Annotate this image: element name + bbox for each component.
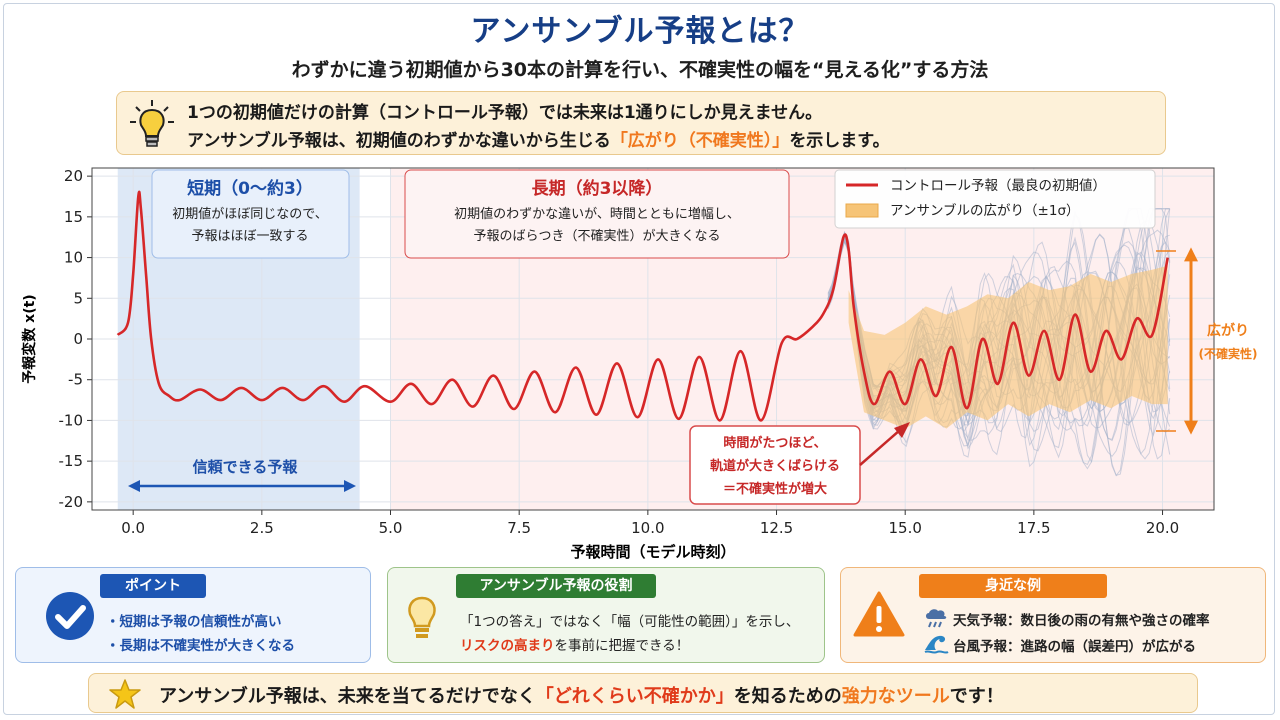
role-card: アンサンブル予報の役割 「1つの答え」ではなく「幅（可能性の範囲）」を示し、 リ… xyxy=(387,567,825,663)
intro-highlight: 「広がり（不確実性）」 xyxy=(610,131,790,151)
legend-spread-label: アンサンブルの広がり（±1σ） xyxy=(890,202,1080,219)
short-term-desc-2: 予報はほぼ一致する xyxy=(191,229,308,244)
examples-tag: 身近な例 xyxy=(919,574,1107,598)
legend-control-label: コントロール予報（最良の初期値） xyxy=(890,177,1106,194)
point-item-1: ・短期は予報の信頼性が高い xyxy=(106,614,282,630)
legend-spread-swatch xyxy=(845,203,879,218)
short-term-title: 短期（0〜約3） xyxy=(187,178,313,199)
intro-line-2-post: を示します。 xyxy=(789,131,890,151)
long-term-title: 長期（約3以降） xyxy=(532,178,663,199)
y-tick-label: -20 xyxy=(59,493,84,511)
point-tag: ポイント xyxy=(100,574,206,598)
reliable-arrow-right-head xyxy=(344,480,356,492)
long-term-desc-1: 初期値のわずかな違いが、時間とともに増幅し、 xyxy=(454,206,740,222)
y-tick-label: 0 xyxy=(73,330,83,348)
conclusion-text: アンサンブル予報は、未来を当てるだけでなく「どれくらい不確かか」を知るための強力… xyxy=(159,682,1004,708)
y-tick-label: 5 xyxy=(73,289,83,307)
x-tick-label: 2.5 xyxy=(250,519,274,537)
page-frame xyxy=(3,3,1275,715)
rain-cloud-icon xyxy=(926,609,947,628)
short-term-desc-1: 初期値がほぼ同じなので、 xyxy=(172,206,327,222)
y-axis-label: 予報変数 x(t) xyxy=(21,294,38,383)
x-tick-label: 7.5 xyxy=(507,519,531,537)
role-tag: アンサンブル予報の役割 xyxy=(456,574,656,598)
spread-label-1: 広がり xyxy=(1207,322,1249,339)
spread-arrow-bottom-head xyxy=(1184,420,1198,435)
callout-line-1: 時間がたつほど、 xyxy=(723,435,826,451)
conclusion-post: です！ xyxy=(949,686,1004,707)
page-title: アンサンブル予報とは？ xyxy=(470,14,810,49)
conclusion-pre: アンサンブル予報は、未来を当てるだけでなく xyxy=(159,686,536,707)
examples-card: 身近な例 天気予報：数日後の雨の有無や強さの確率 台風予報：進路の幅（誤差円）が… xyxy=(840,567,1266,663)
plot-frame xyxy=(91,167,1215,511)
legend-box xyxy=(834,169,1156,229)
warning-icon xyxy=(853,591,905,637)
lightbulb-icon xyxy=(130,100,174,147)
point-card: ポイント ・短期は予報の信頼性が高い ・長期は不確実性が大きくなる xyxy=(15,567,371,663)
intro-line-2: アンサンブル予報は、初期値のわずかな違いから生じる「広がり（不確実性）」を示しま… xyxy=(187,126,890,151)
role-line-2: リスクの高まりを事前に把握できる！ xyxy=(460,634,689,654)
spread-label-2: (不確実性) xyxy=(1199,346,1258,361)
page-subtitle: わずかに違う初期値から30本の計算を行い、不確実性の幅を“見える化”する方法 xyxy=(291,59,989,81)
wave-icon xyxy=(924,635,949,654)
example-item-1: 天気予報：数日後の雨の有無や強さの確率 xyxy=(953,613,1210,629)
spread-band xyxy=(848,265,1168,429)
conclusion-highlight-2: 強力なツール xyxy=(841,686,950,707)
x-tick-label: 20.0 xyxy=(1146,519,1179,537)
callout-line-3: ＝不確実性が増大 xyxy=(723,481,827,497)
role-highlight: リスクの高まり xyxy=(460,638,555,654)
y-tick-label: -5 xyxy=(68,371,83,389)
x-tick-label: 5.0 xyxy=(379,519,403,537)
reliable-arrow-left-head xyxy=(128,480,140,492)
role-line-1: 「1つの答え」ではなく「幅（可能性の範囲）」を示し、 xyxy=(460,614,800,630)
callout-arrow-head xyxy=(894,422,910,438)
y-tick-label: 20 xyxy=(64,167,83,185)
conclusion-highlight-1: 「どれくらい不確かか」 xyxy=(535,686,734,707)
y-tick-label: 15 xyxy=(64,208,83,226)
intro-line-1: 1つの初期値だけの計算（コントロール予報）では未来は1通りにしか見えません。 xyxy=(187,103,823,123)
y-tick-label: 10 xyxy=(64,249,83,267)
control-forecast-line xyxy=(116,190,1169,422)
intro-line-2-pre: アンサンブル予報は、初期値のわずかな違いから生じる xyxy=(187,131,611,151)
x-tick-label: 12.5 xyxy=(760,519,793,537)
callout-line-2: 軌道が大きくばらける xyxy=(710,458,840,474)
reliable-label: 信頼できる予報 xyxy=(193,458,299,476)
point-item-2: ・長期は不確実性が大きくなる xyxy=(106,638,295,654)
callout-arrow xyxy=(859,429,901,466)
ensemble-chart: 20 15 10 5 0 -5 -10 -15 -20 0.0 2.5 5.0 7.5 10.0 12.5 1… xyxy=(21,167,1258,561)
y-tick-label: -15 xyxy=(59,452,84,470)
x-tick-label: 15.0 xyxy=(888,519,921,537)
conclusion-mid: を知るための xyxy=(733,686,842,707)
long-term-annotation-box xyxy=(404,169,790,259)
x-tick-label: 17.5 xyxy=(1017,519,1050,537)
conclusion-box: アンサンブル予報は、未来を当てるだけでなく「どれくらい不確かか」を知るための強力… xyxy=(88,673,1198,713)
intro-box: 1つの初期値だけの計算（コントロール予報）では未来は1通りにしか見えません。 ア… xyxy=(116,91,1166,155)
x-tick-label: 10.0 xyxy=(631,519,664,537)
x-tick-label: 0.0 xyxy=(121,519,145,537)
check-circle-icon xyxy=(46,592,94,640)
long-term-desc-2: 予報のばらつき（不確実性）が大きくなる xyxy=(473,228,720,244)
short-term-annotation-box xyxy=(151,169,350,259)
lightbulb-outline-icon xyxy=(408,596,436,638)
y-tick-label: -10 xyxy=(59,411,84,429)
example-item-2: 台風予報：進路の幅（誤差円）が広がる xyxy=(953,639,1196,655)
star-icon xyxy=(109,679,141,709)
spread-arrow-top-head xyxy=(1184,247,1198,262)
role-line-2-post: を事前に把握できる！ xyxy=(554,638,690,654)
x-axis-label: 予報時間（モデル時刻） xyxy=(570,543,735,561)
